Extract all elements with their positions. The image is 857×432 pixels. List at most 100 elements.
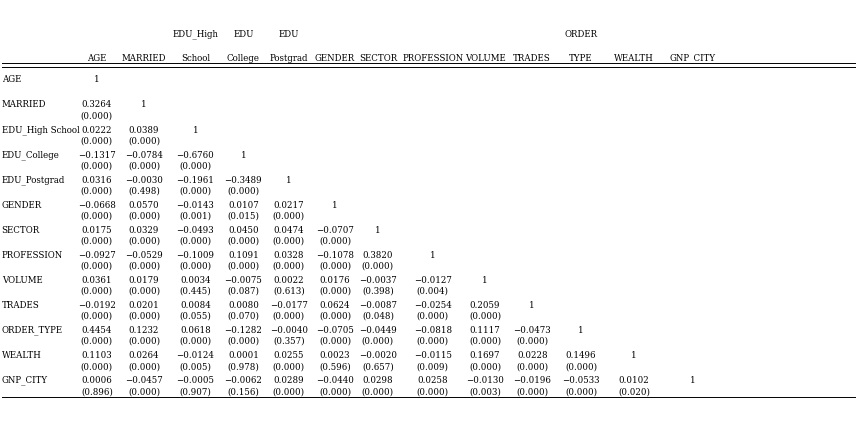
Text: WEALTH: WEALTH bbox=[614, 54, 654, 63]
Text: (0.000): (0.000) bbox=[179, 337, 212, 346]
Text: (0.000): (0.000) bbox=[128, 162, 160, 171]
Text: (0.000): (0.000) bbox=[128, 362, 160, 371]
Text: 0.0084: 0.0084 bbox=[180, 301, 211, 310]
Text: (0.000): (0.000) bbox=[128, 387, 160, 396]
Text: (0.156): (0.156) bbox=[227, 387, 260, 396]
Text: −0.0143: −0.0143 bbox=[177, 201, 214, 210]
Text: (0.015): (0.015) bbox=[227, 212, 260, 221]
Text: −0.0037: −0.0037 bbox=[359, 276, 397, 285]
Text: (0.003): (0.003) bbox=[469, 387, 501, 396]
Text: 0.0175: 0.0175 bbox=[81, 226, 112, 235]
Text: −0.0457: −0.0457 bbox=[125, 376, 163, 385]
Text: EDU_College: EDU_College bbox=[2, 150, 60, 160]
Text: (0.000): (0.000) bbox=[319, 312, 351, 321]
Text: −0.0130: −0.0130 bbox=[466, 376, 504, 385]
Text: −0.0784: −0.0784 bbox=[125, 151, 163, 159]
Text: −0.0075: −0.0075 bbox=[225, 276, 262, 285]
Text: (0.087): (0.087) bbox=[227, 287, 260, 296]
Text: (0.000): (0.000) bbox=[81, 362, 113, 371]
Text: 0.0570: 0.0570 bbox=[129, 201, 159, 210]
Text: (0.907): (0.907) bbox=[179, 387, 212, 396]
Text: (0.000): (0.000) bbox=[469, 312, 501, 321]
Text: ORDER: ORDER bbox=[565, 30, 597, 39]
Text: 1: 1 bbox=[632, 351, 637, 360]
Text: (0.000): (0.000) bbox=[362, 262, 394, 271]
Text: (0.000): (0.000) bbox=[128, 262, 160, 271]
Text: 1: 1 bbox=[375, 226, 381, 235]
Text: −0.0030: −0.0030 bbox=[125, 176, 163, 184]
Text: −0.0927: −0.0927 bbox=[78, 251, 116, 260]
Text: 0.0107: 0.0107 bbox=[228, 201, 259, 210]
Text: (0.000): (0.000) bbox=[469, 337, 501, 346]
Text: (0.000): (0.000) bbox=[128, 212, 160, 221]
Text: (0.000): (0.000) bbox=[81, 212, 113, 221]
Text: (0.000): (0.000) bbox=[516, 362, 548, 371]
Text: 1: 1 bbox=[430, 251, 435, 260]
Text: (0.000): (0.000) bbox=[128, 137, 160, 146]
Text: (0.048): (0.048) bbox=[362, 312, 394, 321]
Text: −0.0533: −0.0533 bbox=[562, 376, 600, 385]
Text: (0.001): (0.001) bbox=[179, 212, 212, 221]
Text: 0.0176: 0.0176 bbox=[320, 276, 351, 285]
Text: 0.0228: 0.0228 bbox=[517, 351, 548, 360]
Text: 1: 1 bbox=[578, 326, 584, 335]
Text: (0.005): (0.005) bbox=[179, 362, 212, 371]
Text: (0.000): (0.000) bbox=[362, 337, 394, 346]
Text: (0.020): (0.020) bbox=[618, 387, 650, 396]
Text: 0.0289: 0.0289 bbox=[273, 376, 304, 385]
Text: −0.0529: −0.0529 bbox=[125, 251, 163, 260]
Text: GNP_CITY: GNP_CITY bbox=[2, 376, 48, 385]
Text: (0.000): (0.000) bbox=[81, 162, 113, 171]
Text: 1: 1 bbox=[193, 126, 198, 134]
Text: 1: 1 bbox=[241, 151, 246, 159]
Text: (0.000): (0.000) bbox=[179, 187, 212, 196]
Text: (0.000): (0.000) bbox=[516, 387, 548, 396]
Text: −0.1317: −0.1317 bbox=[78, 151, 116, 159]
Text: PROFESSION: PROFESSION bbox=[402, 54, 464, 63]
Text: 0.2059: 0.2059 bbox=[470, 301, 500, 310]
Text: MARRIED: MARRIED bbox=[122, 54, 166, 63]
Text: (0.000): (0.000) bbox=[81, 111, 113, 121]
Text: (0.000): (0.000) bbox=[273, 362, 305, 371]
Text: 0.1117: 0.1117 bbox=[470, 326, 500, 335]
Text: EDU_Postgrad: EDU_Postgrad bbox=[2, 175, 65, 185]
Text: (0.398): (0.398) bbox=[362, 287, 394, 296]
Text: −0.0440: −0.0440 bbox=[316, 376, 354, 385]
Text: (0.613): (0.613) bbox=[273, 287, 305, 296]
Text: 0.0474: 0.0474 bbox=[273, 226, 304, 235]
Text: (0.000): (0.000) bbox=[273, 212, 305, 221]
Text: (0.000): (0.000) bbox=[227, 337, 260, 346]
Text: 0.0080: 0.0080 bbox=[228, 301, 259, 310]
Text: 0.0316: 0.0316 bbox=[81, 176, 112, 184]
Text: MARRIED: MARRIED bbox=[2, 101, 46, 109]
Text: (0.000): (0.000) bbox=[81, 337, 113, 346]
Text: SECTOR: SECTOR bbox=[2, 226, 40, 235]
Text: −0.0040: −0.0040 bbox=[270, 326, 308, 335]
Text: −0.3489: −0.3489 bbox=[225, 176, 262, 184]
Text: (0.000): (0.000) bbox=[417, 387, 449, 396]
Text: AGE: AGE bbox=[2, 76, 21, 84]
Text: −0.0115: −0.0115 bbox=[414, 351, 452, 360]
Text: 0.1697: 0.1697 bbox=[470, 351, 500, 360]
Text: TRADES: TRADES bbox=[2, 301, 39, 310]
Text: VOLUME: VOLUME bbox=[2, 276, 43, 285]
Text: EDU: EDU bbox=[279, 30, 299, 39]
Text: −0.6760: −0.6760 bbox=[177, 151, 214, 159]
Text: 0.0023: 0.0023 bbox=[320, 351, 351, 360]
Text: −0.0818: −0.0818 bbox=[414, 326, 452, 335]
Text: GENDER: GENDER bbox=[315, 54, 355, 63]
Text: (0.000): (0.000) bbox=[81, 237, 113, 246]
Text: TRADES: TRADES bbox=[513, 54, 551, 63]
Text: −0.0020: −0.0020 bbox=[359, 351, 397, 360]
Text: 0.0450: 0.0450 bbox=[228, 226, 259, 235]
Text: 0.0217: 0.0217 bbox=[273, 201, 304, 210]
Text: (0.004): (0.004) bbox=[417, 287, 449, 296]
Text: (0.000): (0.000) bbox=[565, 387, 597, 396]
Text: (0.000): (0.000) bbox=[227, 262, 260, 271]
Text: (0.000): (0.000) bbox=[417, 312, 449, 321]
Text: (0.596): (0.596) bbox=[319, 362, 351, 371]
Text: (0.000): (0.000) bbox=[273, 387, 305, 396]
Text: 0.0624: 0.0624 bbox=[320, 301, 351, 310]
Text: −0.0192: −0.0192 bbox=[78, 301, 116, 310]
Text: WEALTH: WEALTH bbox=[2, 351, 41, 360]
